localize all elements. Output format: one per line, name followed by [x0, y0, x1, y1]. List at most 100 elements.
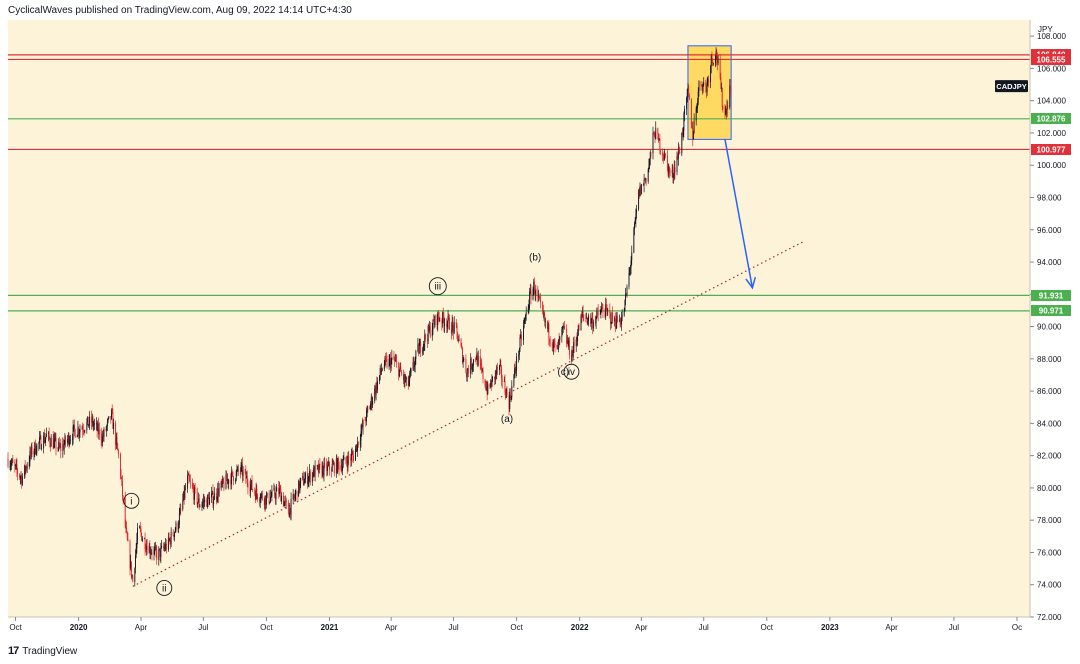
candle-body [298, 480, 300, 491]
candle-body [36, 444, 38, 453]
candle-body [629, 269, 631, 274]
price-tag-91.931[interactable] [1031, 290, 1071, 301]
candle-body [29, 451, 31, 462]
candle-body [356, 444, 358, 451]
candle-body [362, 420, 364, 428]
candle-body [403, 373, 404, 381]
candle-body [158, 549, 160, 560]
candle-body [322, 466, 324, 476]
candle-body [533, 281, 535, 289]
symbol-tag[interactable] [995, 80, 1028, 93]
candle-body [586, 318, 588, 324]
candle-body [448, 317, 450, 330]
candle-body [281, 495, 282, 502]
candle-body [236, 469, 238, 472]
candle-body [289, 507, 291, 515]
candle-body [76, 435, 78, 438]
candle-body [194, 487, 196, 490]
candle-body [590, 320, 592, 324]
candle-body [708, 79, 709, 83]
price-tag-90.971[interactable] [1031, 305, 1071, 316]
candle-body [72, 426, 74, 440]
price-tag-100.977[interactable] [1031, 144, 1071, 155]
candle-body [642, 184, 644, 186]
price-tags[interactable]: 106.840106.555102.876100.97791.93190.971… [995, 49, 1071, 316]
candle-body [231, 471, 233, 472]
candle-body [607, 310, 609, 311]
tradingview-branding[interactable]: 17 TradingView [8, 645, 77, 657]
candle-body [84, 430, 86, 432]
candle-body [103, 428, 105, 437]
candle-body [15, 465, 16, 466]
candle-body [515, 370, 517, 372]
consolidation-box[interactable] [687, 45, 732, 140]
candle-body [693, 120, 695, 133]
candle-body [628, 273, 630, 287]
candle-body [113, 422, 115, 429]
candle-body [712, 62, 714, 64]
candle-body [313, 467, 315, 477]
candle-body [71, 439, 73, 440]
candle-body [196, 489, 198, 505]
candle-body [163, 545, 165, 549]
candle-body [556, 345, 558, 346]
candle-body [639, 185, 641, 196]
candle-body [538, 296, 539, 298]
candle-body [121, 477, 123, 481]
candle-body [705, 82, 707, 87]
candle-body [428, 325, 430, 331]
candle-body [390, 360, 392, 369]
candle-body [410, 368, 412, 373]
price-tag-102.876[interactable] [1031, 113, 1071, 124]
candle-body [668, 167, 670, 174]
candle-body [719, 58, 721, 79]
candle-body [568, 340, 570, 346]
candle-body [261, 493, 263, 495]
candle-body [130, 561, 132, 569]
candle-body [60, 445, 62, 452]
candle-body [174, 532, 176, 537]
candle-body [645, 178, 646, 181]
candle-body [432, 319, 434, 330]
projection-arrow-layer[interactable] [724, 139, 757, 290]
price-tag-106.555[interactable] [1031, 54, 1071, 65]
candle-body [581, 315, 583, 317]
projection-arrow-line[interactable] [724, 139, 754, 288]
candle-body [491, 377, 493, 387]
candle-body [345, 457, 347, 461]
candle-body [370, 397, 372, 404]
candle-body [433, 319, 435, 322]
candle-body [161, 545, 162, 548]
price-tag-label: 90.971 [1039, 307, 1064, 316]
projection-arrow-head[interactable] [745, 277, 757, 290]
candle-body [542, 310, 544, 316]
horizontal-levels[interactable] [8, 54, 1030, 312]
tradingview-brand-text: TradingView [22, 645, 78, 657]
candle-body [327, 465, 329, 466]
candle-body [669, 167, 670, 173]
candle-body [429, 326, 431, 337]
candle-body [486, 387, 488, 394]
price-tick-label: 96.000 [1037, 226, 1062, 235]
candle-body [418, 344, 420, 354]
candle-body [549, 340, 551, 344]
candle-body [697, 91, 699, 103]
candle-body [297, 491, 299, 497]
candle-body [221, 481, 223, 484]
candle-body [441, 320, 443, 324]
candle-body [189, 479, 191, 482]
candle-body [472, 359, 474, 366]
candle-body [302, 476, 304, 486]
candle-body [485, 387, 487, 390]
candle-body [213, 492, 215, 501]
candle-body [304, 478, 306, 484]
candle-body [566, 340, 568, 344]
price-tag-label: 100.977 [1037, 146, 1066, 155]
candle-body [692, 127, 694, 140]
candle-body [609, 310, 611, 314]
candle-body [9, 465, 11, 467]
candle-body [254, 493, 256, 500]
candle-body [484, 379, 486, 386]
candle-body [452, 321, 454, 326]
